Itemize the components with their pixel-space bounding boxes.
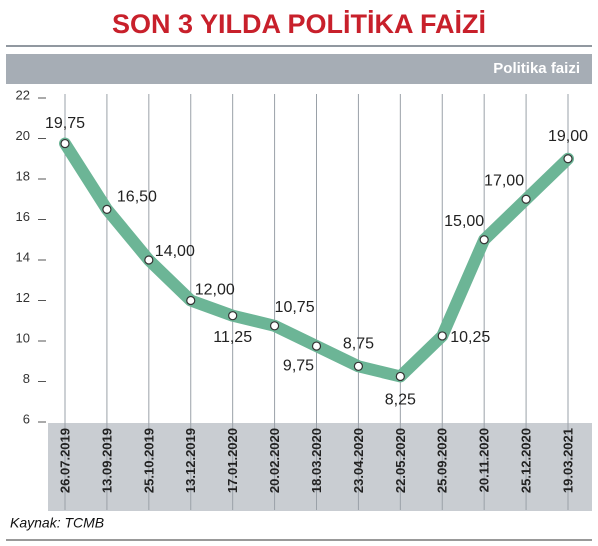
x-tick-label: 22.05.2020 bbox=[393, 428, 408, 493]
point bbox=[353, 361, 364, 371]
point bbox=[479, 235, 489, 245]
point bbox=[102, 204, 112, 214]
y-tick-label: 16 bbox=[16, 209, 30, 224]
point bbox=[186, 295, 196, 306]
value-label: 12,00 bbox=[195, 282, 235, 299]
y-tick-label: 10 bbox=[16, 330, 30, 345]
x-tick-label: 20.11.2020 bbox=[477, 428, 492, 492]
x-tick-label: 13.12.2019 bbox=[183, 428, 198, 493]
point bbox=[395, 371, 405, 382]
x-tick-label: 18.03.2020 bbox=[309, 428, 324, 493]
value-label: 10,75 bbox=[275, 299, 315, 316]
x-tick-label: 20.02.2020 bbox=[267, 428, 282, 493]
point bbox=[521, 194, 531, 204]
value-label: 17,00 bbox=[484, 172, 524, 189]
x-tick-label: 25.09.2020 bbox=[435, 428, 450, 493]
x-tick-label: 19.03.2021 bbox=[560, 428, 575, 493]
header-band bbox=[6, 54, 592, 84]
value-label: 16,50 bbox=[117, 189, 157, 206]
y-tick-label: 8 bbox=[23, 371, 30, 386]
y-tick-label: 20 bbox=[16, 128, 30, 143]
point bbox=[269, 321, 280, 331]
y-tick-label: 22 bbox=[16, 87, 30, 102]
point bbox=[60, 138, 70, 149]
value-label: 8,75 bbox=[343, 336, 374, 353]
y-tick-label: 18 bbox=[16, 168, 30, 183]
value-label: 11,25 bbox=[213, 329, 252, 346]
x-tick-label: 13.09.2019 bbox=[99, 428, 114, 493]
x-label-band bbox=[48, 423, 592, 511]
x-tick-label: 23.04.2020 bbox=[351, 428, 366, 493]
point bbox=[311, 341, 322, 351]
value-label: 8,25 bbox=[385, 392, 416, 409]
value-label: 10,25 bbox=[450, 329, 490, 346]
value-label: 19,75 bbox=[45, 115, 85, 132]
series-label: Politika faizi bbox=[493, 60, 580, 77]
x-tick-label: 17.01.2020 bbox=[225, 428, 240, 493]
x-tick-label: 26.07.2019 bbox=[57, 428, 72, 493]
value-label: 15,00 bbox=[444, 213, 484, 230]
value-label: 19,00 bbox=[548, 128, 588, 145]
value-label: 14,00 bbox=[155, 243, 195, 260]
y-tick-label: 6 bbox=[23, 411, 30, 426]
point bbox=[563, 154, 573, 164]
y-tick-label: 14 bbox=[16, 249, 30, 264]
x-tick-label: 25.12.2020 bbox=[519, 428, 534, 493]
value-label: 9,75 bbox=[283, 357, 314, 374]
point bbox=[228, 311, 238, 321]
x-tick-label: 25.10.2019 bbox=[141, 428, 156, 493]
chart-title: SON 3 YILDA POLİTİKA FAİZİ bbox=[112, 9, 486, 39]
point bbox=[437, 331, 447, 341]
point bbox=[144, 255, 154, 265]
source-note: Kaynak: TCMB bbox=[10, 515, 104, 531]
y-tick-label: 12 bbox=[16, 290, 30, 305]
